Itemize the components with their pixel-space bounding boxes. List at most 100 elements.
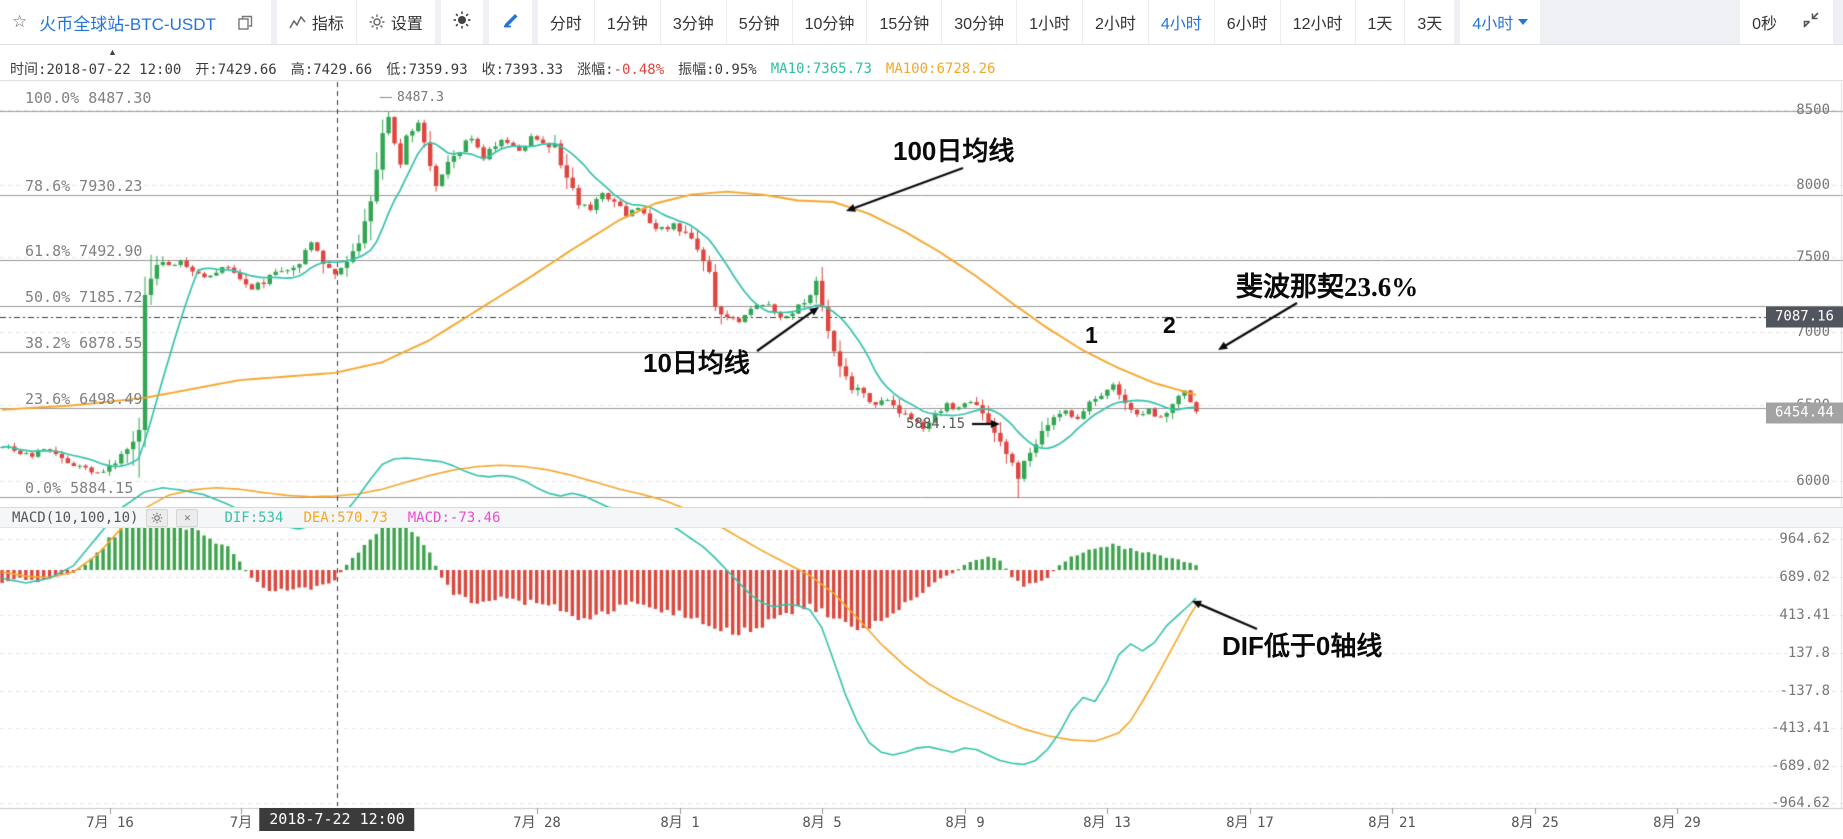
price-axis-label: 413.41 [1779, 607, 1830, 623]
time-axis-label: 8月 29 [1653, 815, 1701, 831]
info-item: 收:7393.33 [481, 62, 564, 78]
timeframe-button-30分钟[interactable]: 30分钟 [942, 0, 1018, 44]
time-axis-label: 8月 5 [802, 815, 842, 831]
timeframe-button-2小时[interactable]: 2小时 [1082, 0, 1149, 44]
fib-level-label: 61.8% 7492.90 [25, 242, 143, 260]
price-axis-label: 8000 [1796, 177, 1830, 193]
annotation-ma100: 100日均线 [893, 136, 1015, 166]
time-axis-label: 8月 21 [1368, 815, 1416, 831]
annotation-fib-236: 斐波那契23.6% [1236, 272, 1419, 302]
fib-level-label: 50.0% 7185.72 [25, 288, 143, 306]
annotation-marker-1: 1 [1085, 322, 1098, 348]
timeframe-button-3分钟[interactable]: 3分钟 [660, 0, 727, 44]
timeframe-button-3天[interactable]: 3天 [1405, 0, 1455, 44]
timeframe-button-1小时[interactable]: 1小时 [1017, 0, 1083, 44]
info-item: 时间:2018-07-22 12:00 [10, 62, 182, 78]
sun-icon [453, 11, 471, 34]
timeframe-button-15分钟[interactable]: 15分钟 [867, 0, 943, 44]
timeframe-button-5分钟[interactable]: 5分钟 [726, 0, 793, 44]
time-axis-label: 7月 28 [513, 815, 561, 831]
symbol-group: ☆ 火币全球站-BTC-USDT [0, 0, 271, 44]
star-icon: ☆ [12, 12, 28, 31]
pencil-icon [501, 11, 520, 33]
price-axis-label: -689.02 [1770, 758, 1830, 774]
price-axis-label: -413.41 [1770, 720, 1830, 736]
theme-toggle-button[interactable] [440, 0, 483, 44]
fib-level-label: 78.6% 7930.23 [25, 177, 143, 195]
info-item: 涨幅:-0.48% [577, 62, 665, 78]
price-axis-label: 7500 [1796, 249, 1830, 265]
annotation-marker-2: 2 [1163, 312, 1176, 338]
macd-title: MACD(10,100,10) [12, 509, 139, 526]
indicator-button[interactable]: 指标 [276, 0, 357, 44]
price-axis-label: 689.02 [1779, 569, 1830, 585]
symbol-button[interactable]: 火币全球站-BTC-USDT [29, 0, 226, 44]
info-item: 开:7429.66 [195, 62, 277, 78]
peak-price-marker: 8487.3 [397, 90, 444, 105]
macd-dif-value: DIF:534 [224, 509, 284, 526]
toolbar: ☆ 火币全球站-BTC-USDT 指标 设置 [0, 0, 1843, 45]
copy-icon [238, 15, 253, 30]
timeframe-button-12小时[interactable]: 12小时 [1280, 0, 1356, 44]
fib-level-label: 23.6% 6498.49 [25, 390, 143, 408]
timeframe-button-6小时[interactable]: 6小时 [1214, 0, 1281, 44]
timeframe-dropdown-label: 4小时 [1472, 16, 1514, 33]
info-item: 振幅:0.95% [678, 62, 757, 78]
info-item: 低:7359.93 [386, 62, 468, 78]
collapse-chart-button[interactable] [1789, 0, 1833, 44]
compress-icon [1801, 10, 1821, 35]
macd-close-button[interactable]: ✕ [176, 508, 199, 527]
timeframe-button-10分钟[interactable]: 10分钟 [792, 0, 868, 44]
countdown-label: 0秒 [1740, 0, 1789, 44]
price-axis-label: 7000 [1796, 324, 1830, 340]
macd-dea-value: DEA:570.73 [303, 509, 388, 526]
chevron-down-icon [1518, 19, 1529, 25]
settings-label: 设置 [390, 16, 423, 33]
copy-button[interactable] [225, 0, 271, 44]
time-axis-label: 8月 25 [1511, 815, 1559, 831]
macd-value: MACD:-73.46 [407, 509, 501, 526]
panel-collapse-toggle[interactable]: ▲ [45, 45, 180, 58]
low-price-marker: 5884.15 [906, 416, 966, 432]
gear-icon [369, 14, 385, 30]
crosshair-price-tag: 6454.44 [1765, 402, 1843, 424]
timeframe-button-分时[interactable]: 分时 [537, 0, 595, 44]
favorite-button[interactable]: ☆ [0, 0, 30, 44]
time-axis-label: 7月 [229, 815, 253, 831]
time-axis-label: 8月 9 [945, 815, 985, 831]
price-axis-label: 964.62 [1779, 531, 1830, 547]
timeframe-dropdown[interactable]: 4小时 [1460, 0, 1541, 44]
indicator-label: 指标 [311, 16, 344, 33]
macd-settings-button[interactable] [146, 508, 169, 527]
info-item: MA10:7365.73 [770, 61, 872, 77]
crosshair-time-tag: 2018-7-22 12:00 [259, 808, 415, 831]
fib-level-label: 0.0% 5884.15 [25, 479, 134, 497]
timeframe-row: 分时 1分钟 3分钟 5分钟 10分钟 15分钟 30分钟 1小时 2小时 4小时 6小时 12小时 1… [537, 0, 1455, 44]
price-axis-label: -964.62 [1770, 795, 1830, 811]
annotation-dif-below-zero: DIF低于0轴线 [1222, 631, 1383, 661]
timeframe-button-1分钟[interactable]: 1分钟 [594, 0, 661, 44]
info-item: MA100:6728.26 [885, 61, 996, 77]
time-axis-label: 8月 17 [1226, 815, 1274, 831]
crosshair-price-tag: 7087.16 [1765, 306, 1843, 328]
time-axis-label: 8月 1 [660, 815, 700, 831]
price-axis-label: -137.8 [1779, 683, 1830, 699]
price-axis-label: 137.8 [1787, 645, 1830, 661]
toolbar-spacer [1546, 0, 1741, 44]
time-axis-label: 7月 16 [86, 815, 134, 831]
draw-button[interactable] [488, 0, 532, 44]
timeframe-button-4小时[interactable]: 4小时 [1148, 0, 1215, 44]
ohlc-info-bar: 时间:2018-07-22 12:00 开:7429.66 高:7429.66 低:7… [0, 58, 1843, 80]
fib-level-label: 100.0% 8487.30 [25, 89, 152, 107]
symbol-title: 火币全球站-BTC-USDT [39, 14, 216, 34]
macd-header: MACD(10,100,10) ✕ DIF:534 DEA:570.73 MAC… [0, 507, 1843, 528]
price-axis-label: 6000 [1796, 473, 1830, 489]
indicator-icon [289, 15, 306, 30]
annotation-ma10: 10日均线 [643, 348, 750, 378]
triangle-up-icon: ▲ [108, 46, 117, 57]
timeframe-button-1天[interactable]: 1天 [1355, 0, 1406, 44]
settings-button[interactable]: 设置 [356, 0, 435, 44]
fib-level-label: 38.2% 6878.55 [25, 334, 143, 352]
